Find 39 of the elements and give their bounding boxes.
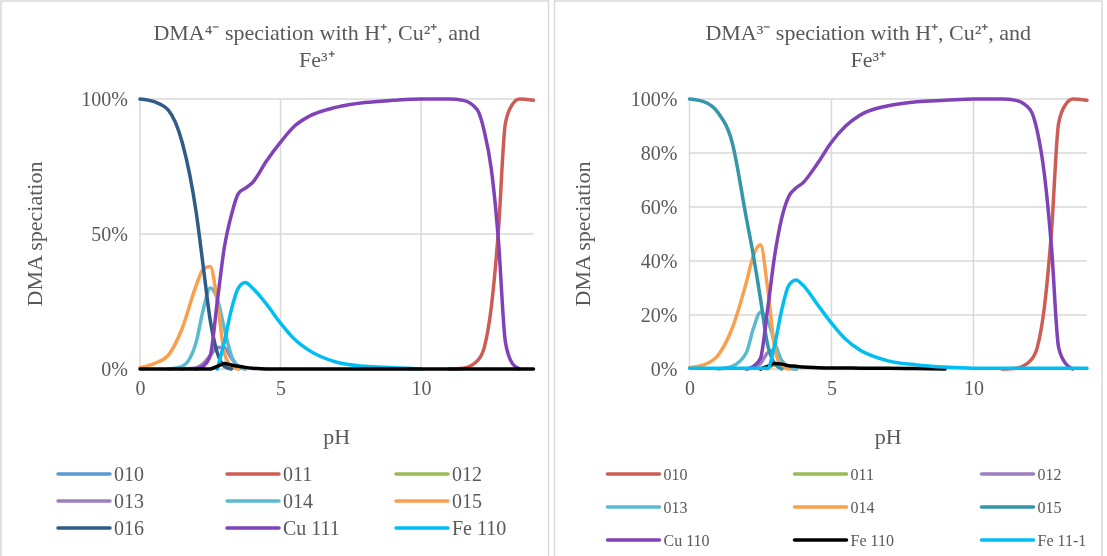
legend-label: Fe 110 xyxy=(452,517,507,539)
x-axis-title: pH xyxy=(323,424,351,449)
chart-title: DMA³⁻ speciation with H⁺, Cu²⁺, and Fe³⁺ xyxy=(705,20,1032,72)
legend-label: 014 xyxy=(283,490,313,512)
legend-label: Cu 111 xyxy=(283,517,340,539)
legend-label: Fe 110 xyxy=(850,531,894,549)
x-tick-label: 0 xyxy=(135,377,146,400)
x-tick-label: 10 xyxy=(963,377,984,400)
legend-label: 014 xyxy=(850,498,875,516)
legend-label: 011 xyxy=(283,463,313,485)
legend-label: 015 xyxy=(1037,498,1062,516)
legend-label: 011 xyxy=(850,465,874,483)
y-tick-label: 100% xyxy=(630,87,678,110)
legend-label: Cu 110 xyxy=(663,531,710,549)
y-tick-label: 40% xyxy=(640,249,678,272)
y-tick-label: 0% xyxy=(650,357,678,380)
x-tick-label: 10 xyxy=(411,377,432,400)
y-tick-label: 60% xyxy=(640,195,678,218)
y-tick-label: 50% xyxy=(91,222,128,245)
legend-label: 015 xyxy=(452,490,482,512)
x-tick-label: 0 xyxy=(685,377,695,400)
legend-label: Fe 11-1 xyxy=(1037,531,1087,549)
y-axis-title: DMA speciation xyxy=(22,161,47,307)
legend-label: 012 xyxy=(452,463,482,485)
y-tick-label: 0% xyxy=(101,357,128,380)
legend-label: 013 xyxy=(114,490,144,512)
x-tick-label: 5 xyxy=(276,377,287,400)
x-tick-label: 5 xyxy=(826,377,837,400)
chart-title: DMA⁴⁻ speciation with H⁺, Cu²⁺, and Fe³⁺ xyxy=(153,20,481,72)
legend-label: 010 xyxy=(663,465,688,483)
legend-label: 013 xyxy=(663,498,688,516)
y-tick-label: 100% xyxy=(81,87,128,110)
legend-label: 016 xyxy=(114,517,144,539)
legend-label: 010 xyxy=(114,463,144,485)
y-tick-label: 20% xyxy=(640,303,678,326)
legend-label: 012 xyxy=(1037,465,1062,483)
x-axis-title: pH xyxy=(874,424,902,449)
y-tick-label: 80% xyxy=(640,141,678,164)
y-axis-title: DMA speciation xyxy=(569,161,595,307)
